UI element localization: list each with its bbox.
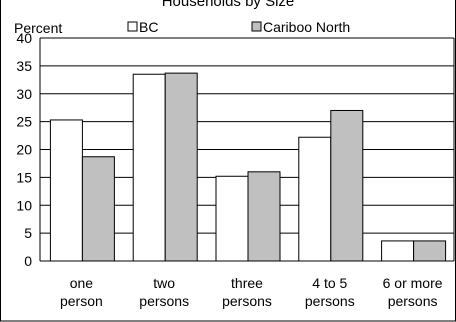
y-tick-label: 35 (16, 58, 32, 74)
chart-title: Households by Size (162, 0, 295, 10)
y-tick-label: 10 (16, 197, 32, 213)
x-tick-label: person (60, 293, 103, 309)
x-tick-label: two (153, 275, 175, 291)
bars (49, 72, 447, 262)
y-axis-ticks: 0 5 10 15 20 25 30 35 40 (16, 30, 32, 269)
legend-swatch-bc (127, 21, 138, 32)
bar-cariboo-north (330, 109, 364, 262)
x-tick-label: persons (305, 293, 355, 309)
x-tick-label: 6 or more (383, 275, 443, 291)
y-tick-label: 30 (16, 86, 32, 102)
bar-cariboo-north (413, 240, 447, 262)
x-tick-label: persons (222, 293, 272, 309)
x-tick-label: 4 to 5 (312, 275, 347, 291)
x-tick-label: three (231, 275, 263, 291)
bar-cariboo-north (81, 156, 115, 262)
bar-bc (132, 73, 166, 262)
y-tick-label: 25 (16, 114, 32, 130)
legend-swatch-cariboo-north (251, 21, 262, 32)
x-tick-label: one (70, 275, 94, 291)
bar-cariboo-north (164, 72, 198, 262)
bar-bc (298, 136, 332, 262)
legend: BC Cariboo North (127, 19, 350, 35)
y-axis-label: Percent (14, 20, 62, 36)
y-tick-label: 40 (16, 30, 32, 46)
x-axis-labels: one person two persons three persons 4 to 5 per… (60, 275, 443, 309)
legend-label-bc: BC (139, 19, 158, 35)
x-tick-label: persons (139, 293, 189, 309)
bar-cariboo-north (247, 171, 281, 262)
y-tick-label: 5 (24, 225, 32, 241)
x-tick-label: persons (388, 293, 438, 309)
y-tick-label: 15 (16, 169, 32, 185)
y-tick-label: 0 (24, 253, 32, 269)
y-tick-label: 20 (16, 142, 32, 158)
bar-bc (49, 119, 83, 262)
bar-bc (215, 175, 249, 262)
legend-label-cariboo-north: Cariboo North (263, 19, 350, 35)
bar-bc (381, 240, 415, 262)
